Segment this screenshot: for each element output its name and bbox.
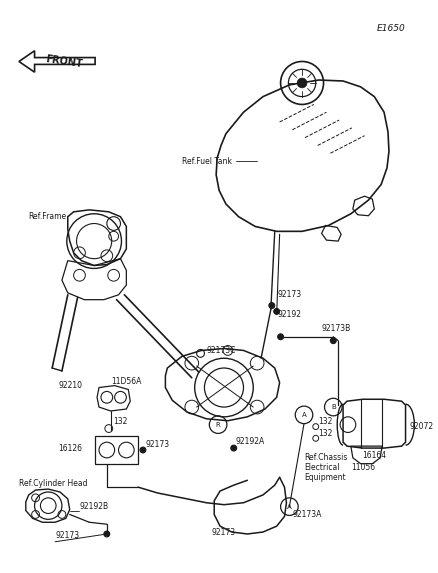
Text: A: A [302, 412, 307, 418]
Text: 92173: 92173 [146, 439, 170, 449]
Text: 92173C: 92173C [206, 346, 236, 355]
Text: FRONT: FRONT [45, 54, 83, 69]
Text: 92173B: 92173B [321, 324, 351, 333]
Text: 11056: 11056 [351, 463, 375, 472]
Text: 132: 132 [113, 417, 128, 426]
Bar [95, 437, 138, 464]
Text: 132: 132 [319, 429, 333, 438]
Text: 92173: 92173 [55, 531, 79, 540]
Text: B: B [331, 404, 336, 410]
Text: Ref.Fuel Tank: Ref.Fuel Tank [182, 156, 232, 166]
Text: 92192: 92192 [278, 310, 302, 319]
Circle shape [140, 447, 146, 453]
Text: Electrical: Electrical [304, 463, 339, 472]
Text: 11D56A: 11D56A [111, 377, 141, 386]
Text: 92173: 92173 [278, 291, 302, 299]
Text: 92192B: 92192B [79, 502, 109, 511]
Text: E1650: E1650 [377, 25, 406, 33]
Text: 16164: 16164 [363, 452, 387, 460]
Text: 132: 132 [319, 417, 333, 426]
Circle shape [231, 445, 237, 451]
Text: 92173A: 92173A [292, 510, 321, 519]
Text: A: A [287, 504, 292, 509]
Text: Ref.Chassis: Ref.Chassis [304, 453, 347, 462]
Text: Ref.Frame: Ref.Frame [29, 212, 67, 221]
Text: 92072: 92072 [410, 422, 434, 431]
Circle shape [297, 78, 307, 88]
Text: 92210: 92210 [58, 381, 82, 390]
Text: 92173: 92173 [212, 528, 236, 536]
Text: 16126: 16126 [58, 444, 82, 453]
Text: Equipment: Equipment [304, 473, 346, 482]
Text: Ref.Cylinder Head: Ref.Cylinder Head [19, 478, 88, 488]
Circle shape [104, 531, 110, 537]
Circle shape [330, 337, 336, 344]
Circle shape [269, 303, 275, 308]
Text: 92192A: 92192A [236, 437, 265, 446]
Circle shape [278, 334, 283, 340]
Text: R: R [216, 422, 220, 427]
Circle shape [274, 308, 279, 315]
